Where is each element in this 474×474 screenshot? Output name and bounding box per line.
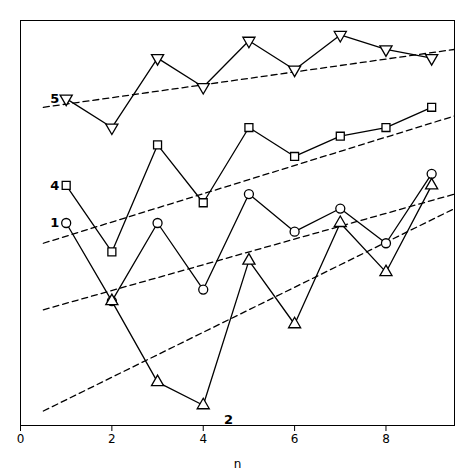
svg-text:1: 1 bbox=[50, 215, 59, 230]
svg-text:2: 2 bbox=[224, 412, 233, 427]
svg-text:0: 0 bbox=[17, 432, 25, 446]
svg-text:n: n bbox=[234, 457, 242, 471]
svg-text:5: 5 bbox=[50, 91, 59, 106]
svg-text:4: 4 bbox=[50, 178, 59, 193]
svg-text:2: 2 bbox=[108, 432, 116, 446]
svg-text:6: 6 bbox=[291, 432, 299, 446]
svg-text:4: 4 bbox=[199, 432, 207, 446]
svg-text:8: 8 bbox=[382, 432, 390, 446]
